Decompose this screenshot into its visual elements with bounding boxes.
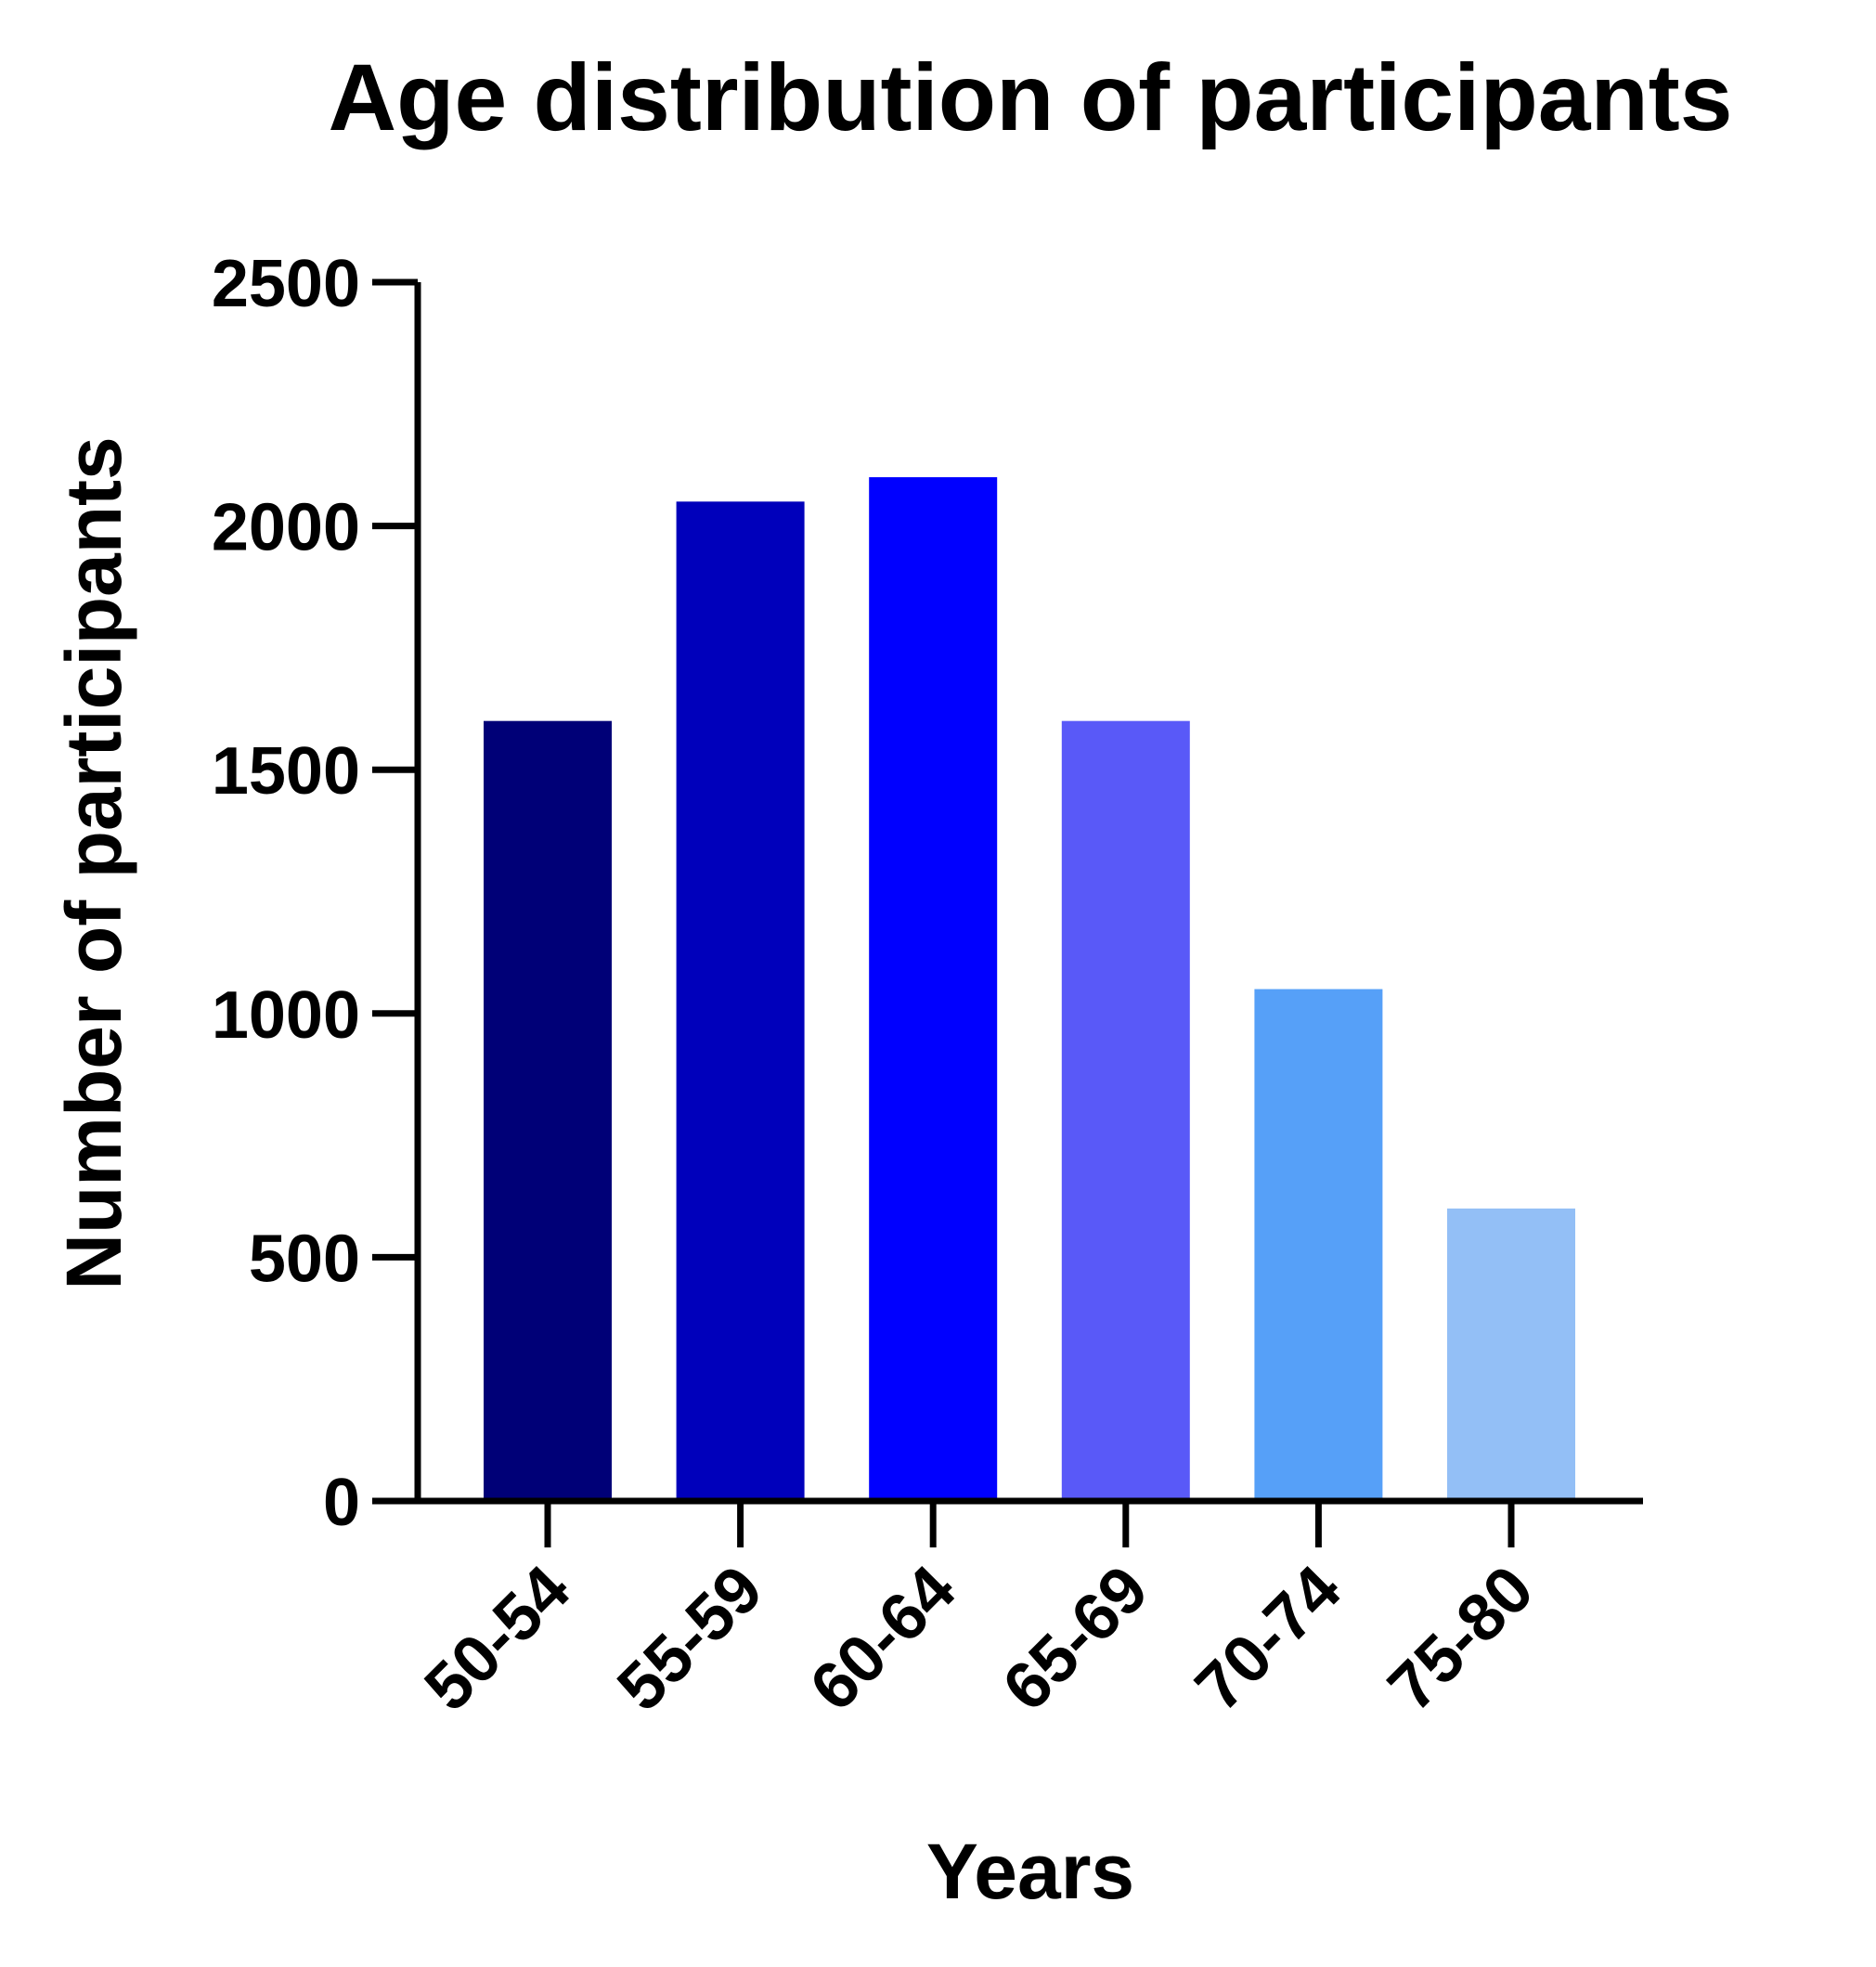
bar-50-54 <box>484 720 612 1501</box>
y-axis-label: Number of participants <box>50 436 137 1289</box>
bar-70-74 <box>1254 989 1383 1501</box>
x-tick-label: 55-59 <box>603 1552 777 1726</box>
bar-60-64 <box>869 477 998 1501</box>
x-tick-label: 70-74 <box>1182 1552 1355 1726</box>
chart-title: Age distribution of participants <box>328 45 1732 150</box>
y-tick-label: 1500 <box>212 734 360 809</box>
x-axis-label: Years <box>926 1828 1134 1915</box>
y-tick-label: 1000 <box>212 978 360 1053</box>
bar-55-59 <box>676 501 805 1501</box>
x-axis-ticks: 50-54 55-59 60-64 65-69 70-74 75-80 <box>411 1501 1548 1726</box>
x-tick-label: 75-80 <box>1375 1552 1548 1726</box>
x-tick-label: 50-54 <box>411 1552 585 1726</box>
y-tick-label: 2000 <box>212 491 360 565</box>
y-tick-label: 500 <box>249 1222 360 1296</box>
bar-group <box>484 477 1575 1501</box>
y-axis-ticks: 0 500 1000 1500 2000 2500 <box>212 247 418 1540</box>
x-tick-label: 65-69 <box>989 1552 1162 1726</box>
y-tick-label: 0 <box>323 1466 360 1540</box>
bar-75-80 <box>1447 1208 1575 1501</box>
bar-65-69 <box>1061 720 1190 1501</box>
x-tick-label: 60-64 <box>796 1552 970 1726</box>
y-tick-label: 2500 <box>212 247 360 321</box>
